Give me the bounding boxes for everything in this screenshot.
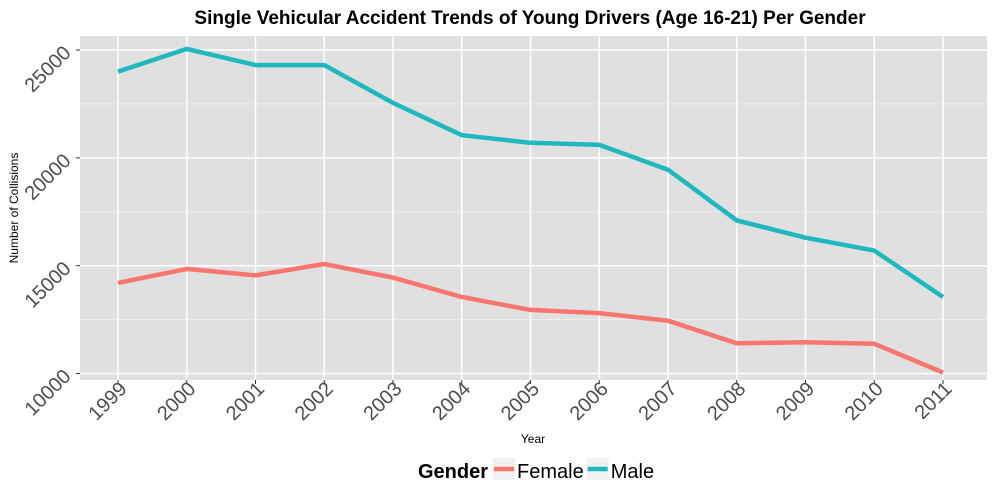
y-tick-label: 20000 xyxy=(21,150,76,205)
x-tick-label: 2010 xyxy=(841,378,888,425)
x-tick-label: 2003 xyxy=(360,378,407,425)
legend-title: Gender xyxy=(418,461,488,483)
gridlines xyxy=(80,36,987,380)
x-tick-label: 2005 xyxy=(497,378,544,425)
y-tick-label: 10000 xyxy=(21,366,76,421)
x-tick-label: 2002 xyxy=(291,378,338,425)
x-tick-label: 2001 xyxy=(222,378,269,425)
x-tick-label: 2011 xyxy=(911,378,957,424)
legend-label-female: Female xyxy=(517,461,584,483)
y-axis-ticks: 10000 15000 20000 25000 xyxy=(21,42,80,420)
legend: Gender Female Male xyxy=(418,458,654,483)
x-tick-label: 2006 xyxy=(566,378,613,425)
y-tick-label: 25000 xyxy=(21,42,76,97)
x-axis-ticks: 1999 2000 2001 2002 2003 2004 2005 2006 2007 2008… xyxy=(85,378,957,425)
x-axis-title: Year xyxy=(521,432,545,446)
series-line-female xyxy=(117,261,944,375)
legend-label-male: Male xyxy=(611,461,654,483)
x-tick-label: 2009 xyxy=(772,378,819,425)
x-tick-label: 2000 xyxy=(153,378,200,425)
x-tick-label: 2007 xyxy=(635,378,682,425)
x-tick-label: 2004 xyxy=(428,378,475,425)
series-lines xyxy=(117,46,945,375)
x-tick-label: 2008 xyxy=(703,378,750,425)
plot-panel xyxy=(80,36,987,380)
x-tick-label: 1999 xyxy=(85,378,132,425)
y-tick-label: 15000 xyxy=(21,258,76,313)
y-axis-title: Number of Collisions xyxy=(7,153,21,264)
series-line-male xyxy=(117,46,945,299)
chart-title: Single Vehicular Accident Trends of Youn… xyxy=(194,8,866,29)
